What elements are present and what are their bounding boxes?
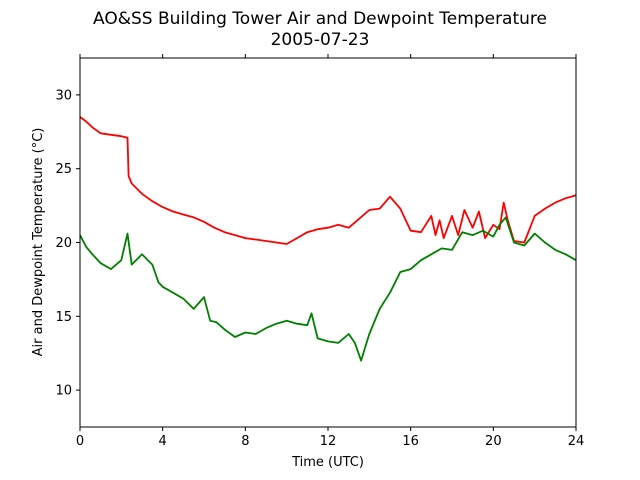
x-tick-label: 16 (402, 434, 419, 449)
chart-title: AO&SS Building Tower Air and Dewpoint Te… (93, 9, 547, 29)
x-tick-label: 0 (76, 434, 84, 449)
x-tick-label: 20 (485, 434, 502, 449)
y-tick-label: 10 (55, 384, 72, 399)
x-tick-label: 24 (568, 434, 585, 449)
chart-subtitle: 2005-07-23 (271, 30, 370, 50)
plot-frame (79, 57, 577, 428)
y-tick-label: 20 (55, 236, 72, 251)
ticks-layer: 0 4 8 12 16 20 24 10 15 20 25 30 (55, 54, 584, 449)
x-tick-label: 12 (320, 434, 337, 449)
y-tick-label: 15 (55, 310, 72, 325)
series-layer (79, 116, 577, 362)
y-tick-label: 25 (55, 162, 72, 177)
y-tick-label: 30 (55, 88, 72, 103)
x-axis-label: Time (UTC) (291, 455, 364, 470)
x-tick-label: 4 (159, 434, 167, 449)
series-line-1 (79, 216, 577, 362)
series-line-0 (79, 116, 577, 245)
y-axis-label: Air and Dewpoint Temperature (°C) (31, 128, 46, 357)
x-tick-label: 8 (241, 434, 249, 449)
